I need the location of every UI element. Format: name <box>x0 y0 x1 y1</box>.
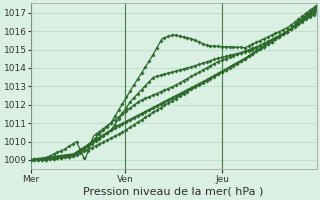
X-axis label: Pression niveau de la mer( hPa ): Pression niveau de la mer( hPa ) <box>84 187 264 197</box>
